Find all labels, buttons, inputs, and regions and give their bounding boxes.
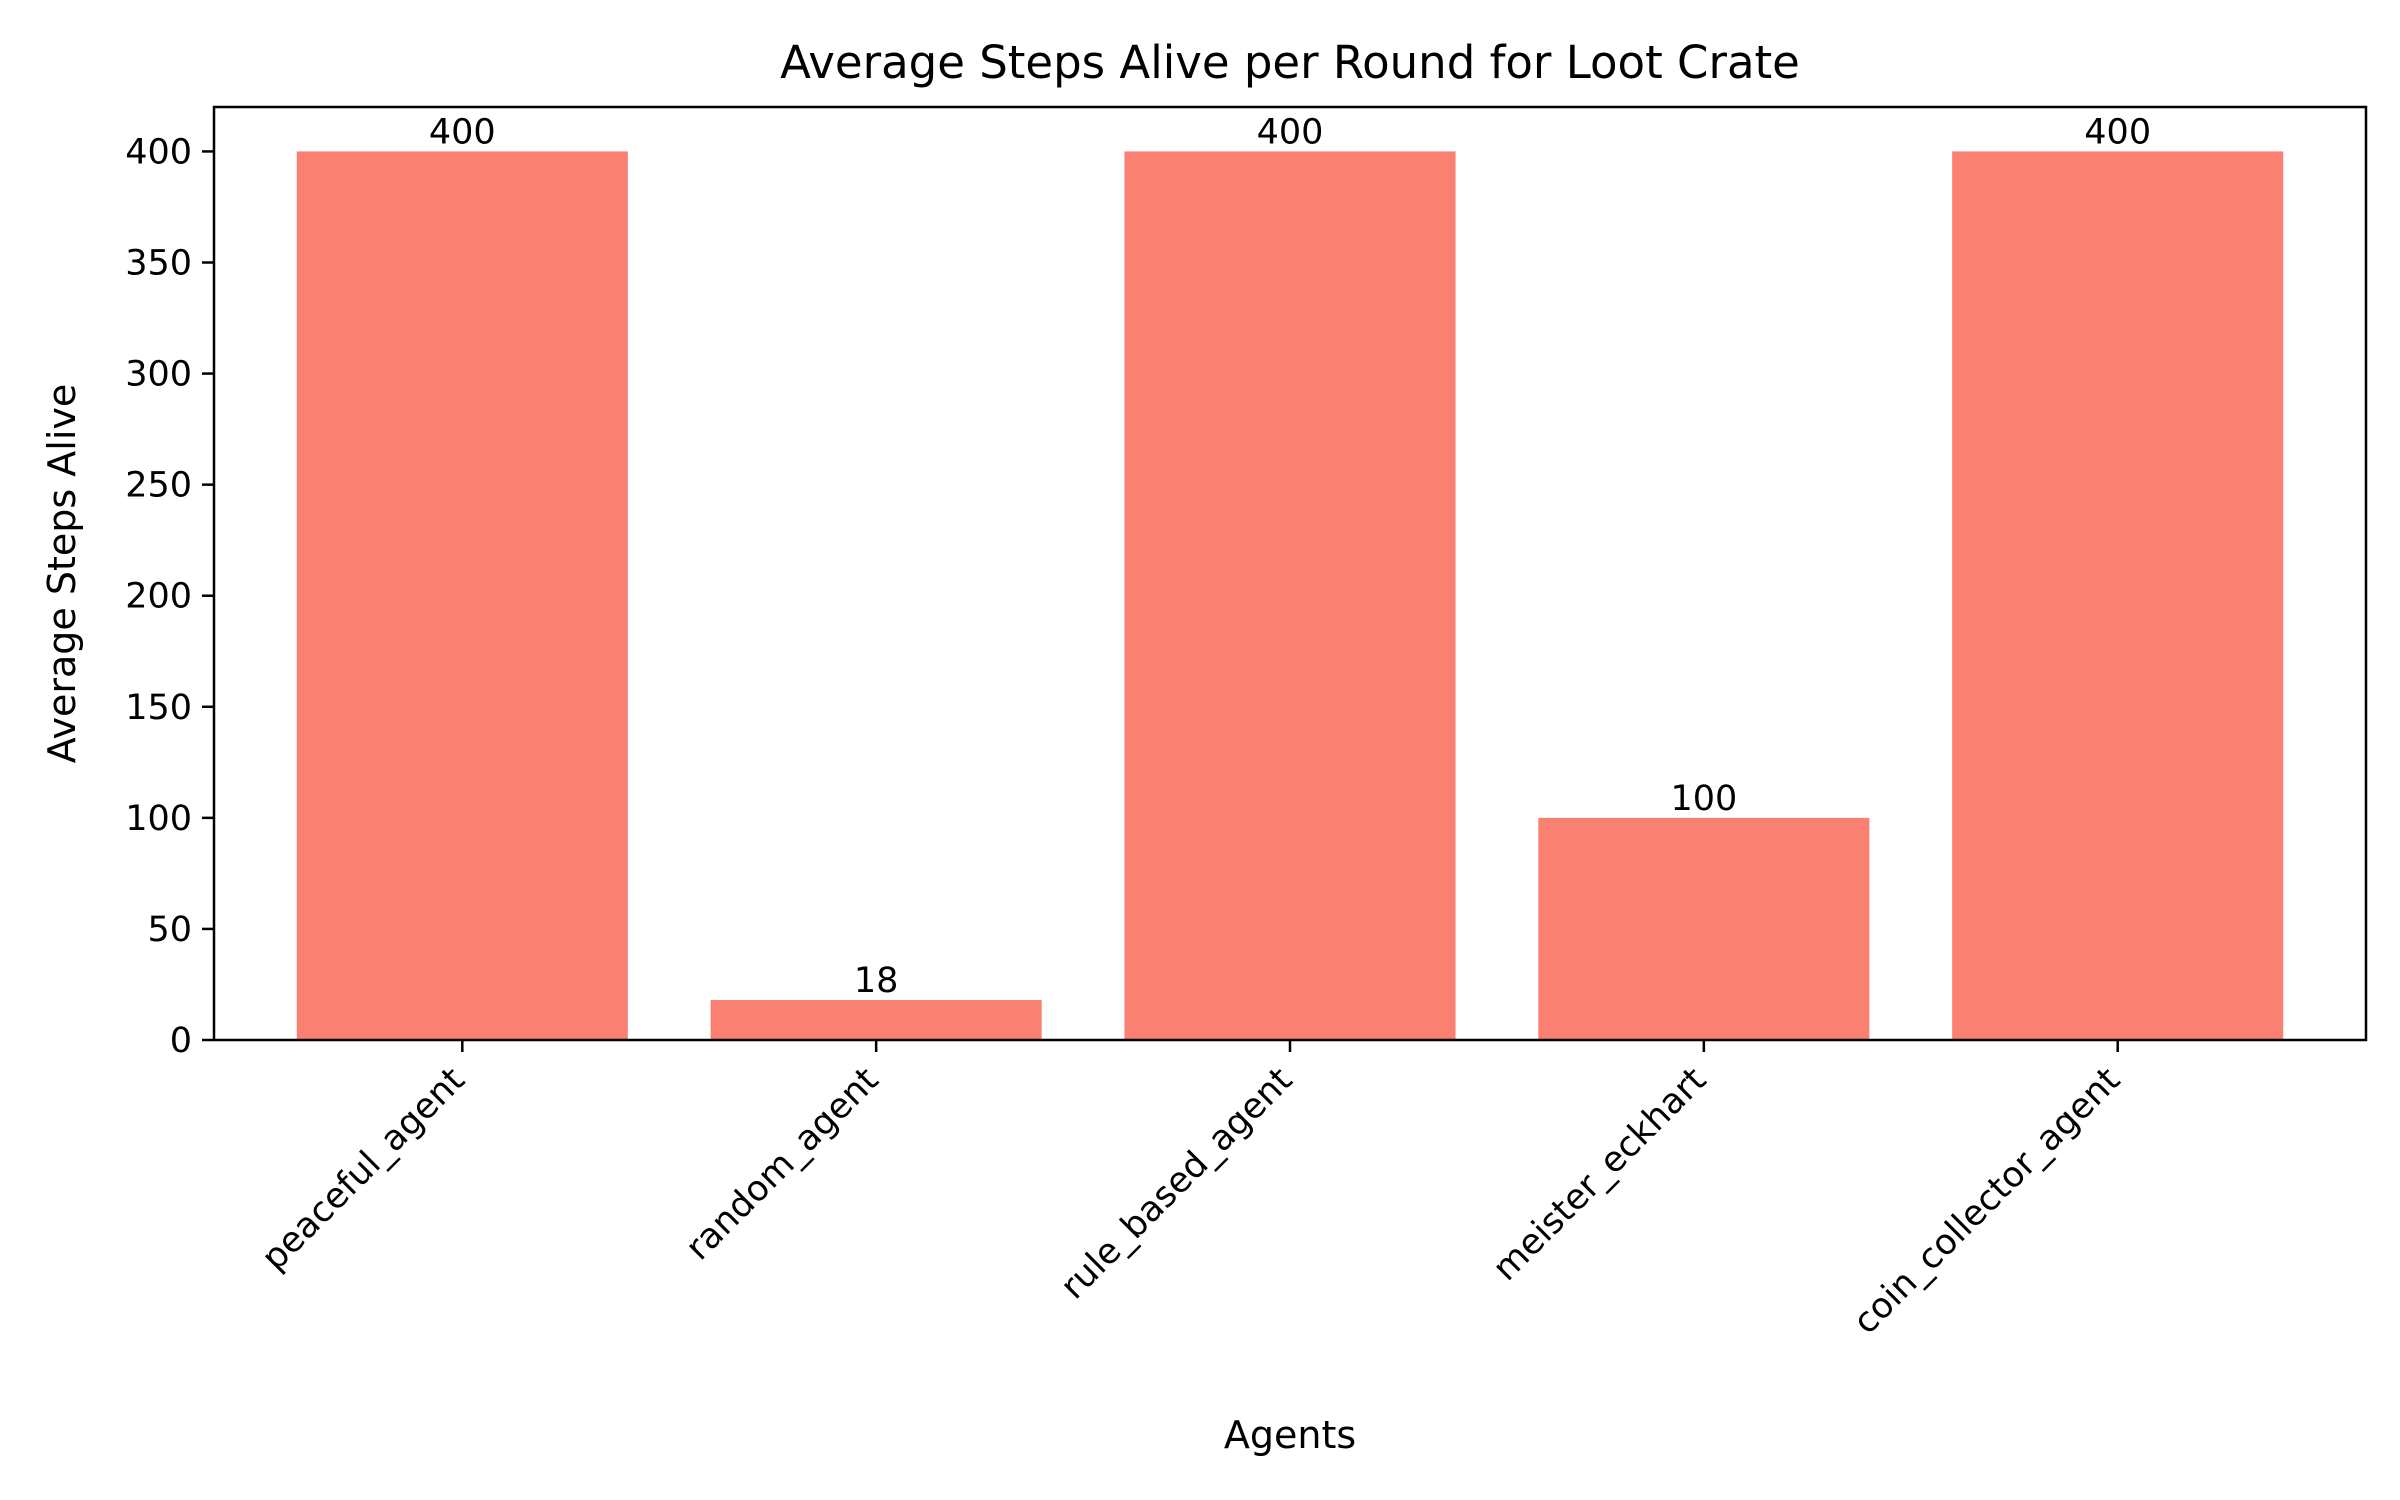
bars-group (296, 151, 2284, 1040)
data-label-meister_eckhart: 100 (1670, 779, 1737, 819)
x-axis-label: Agents (1224, 1413, 1356, 1457)
y-tick-label-0: 0 (170, 1021, 192, 1061)
bar-peaceful_agent (296, 151, 628, 1040)
plot-frame (212, 105, 2368, 1042)
data-label-coin_collector_agent: 400 (2084, 112, 2151, 152)
y-axis-label: Average Steps Alive (40, 384, 84, 764)
y-tick-label-50: 50 (147, 910, 192, 950)
x-tick-label-meister_eckhart: meister_eckhart (1485, 1060, 1714, 1289)
bar-meister_eckhart (1538, 817, 1870, 1040)
data-label-peaceful_agent: 400 (429, 112, 496, 152)
y-tick-label-150: 150 (125, 688, 192, 728)
y-tick-label-250: 250 (125, 466, 192, 506)
y-tick-label-300: 300 (125, 355, 192, 395)
x-tick-label-rule_based_agent: rule_based_agent (1053, 1060, 1300, 1307)
x-tick-label-coin_collector_agent: coin_collector_agent (1846, 1060, 2128, 1342)
y-axis: 0 50 100 150 200 250 300 350 400 (125, 132, 214, 1061)
data-labels-group: 400 18 400 100 400 (429, 112, 2151, 1001)
y-tick-label-100: 100 (125, 799, 192, 839)
x-tick-label-peaceful_agent: peaceful_agent (254, 1060, 472, 1278)
data-label-random_agent: 18 (854, 961, 899, 1001)
chart-title: Average Steps Alive per Round for Loot C… (780, 36, 1800, 89)
y-tick-label-200: 200 (125, 577, 192, 617)
y-tick-label-350: 350 (125, 244, 192, 284)
data-label-rule_based_agent: 400 (1257, 112, 1324, 152)
x-tick-label-random_agent: random_agent (678, 1060, 886, 1268)
bar-coin_collector_agent (1952, 151, 2284, 1040)
y-tick-label-400: 400 (125, 132, 192, 172)
bar-rule_based_agent (1124, 151, 1456, 1040)
x-axis: peaceful_agent random_agent rule_based_age… (254, 1040, 2128, 1342)
bar-random_agent (710, 1000, 1042, 1040)
